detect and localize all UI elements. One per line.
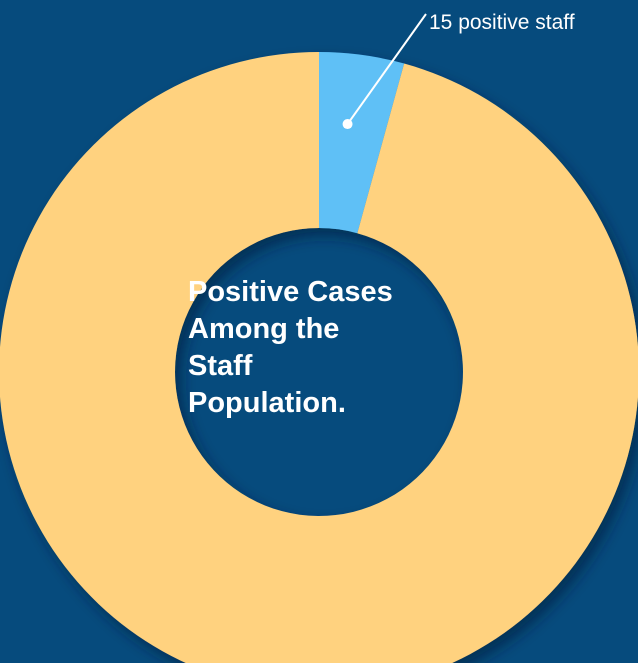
annotation-leader-line [346,13,427,125]
positive-staff-callout: 15 positive staff [429,11,575,34]
donut-slices [0,52,638,663]
donut-slice-1 [319,52,405,234]
annotation-leader-dot [342,119,353,130]
chart-center-title: Positive Cases Among the Staff Populatio… [188,274,488,422]
center-title-line-4: Population. [188,387,346,419]
center-title-line-3: Staff [188,350,253,382]
donut-slice-2 [0,52,638,663]
center-title-line-2: Among the [188,313,340,345]
center-title-line-1: Positive Cases [188,276,393,308]
